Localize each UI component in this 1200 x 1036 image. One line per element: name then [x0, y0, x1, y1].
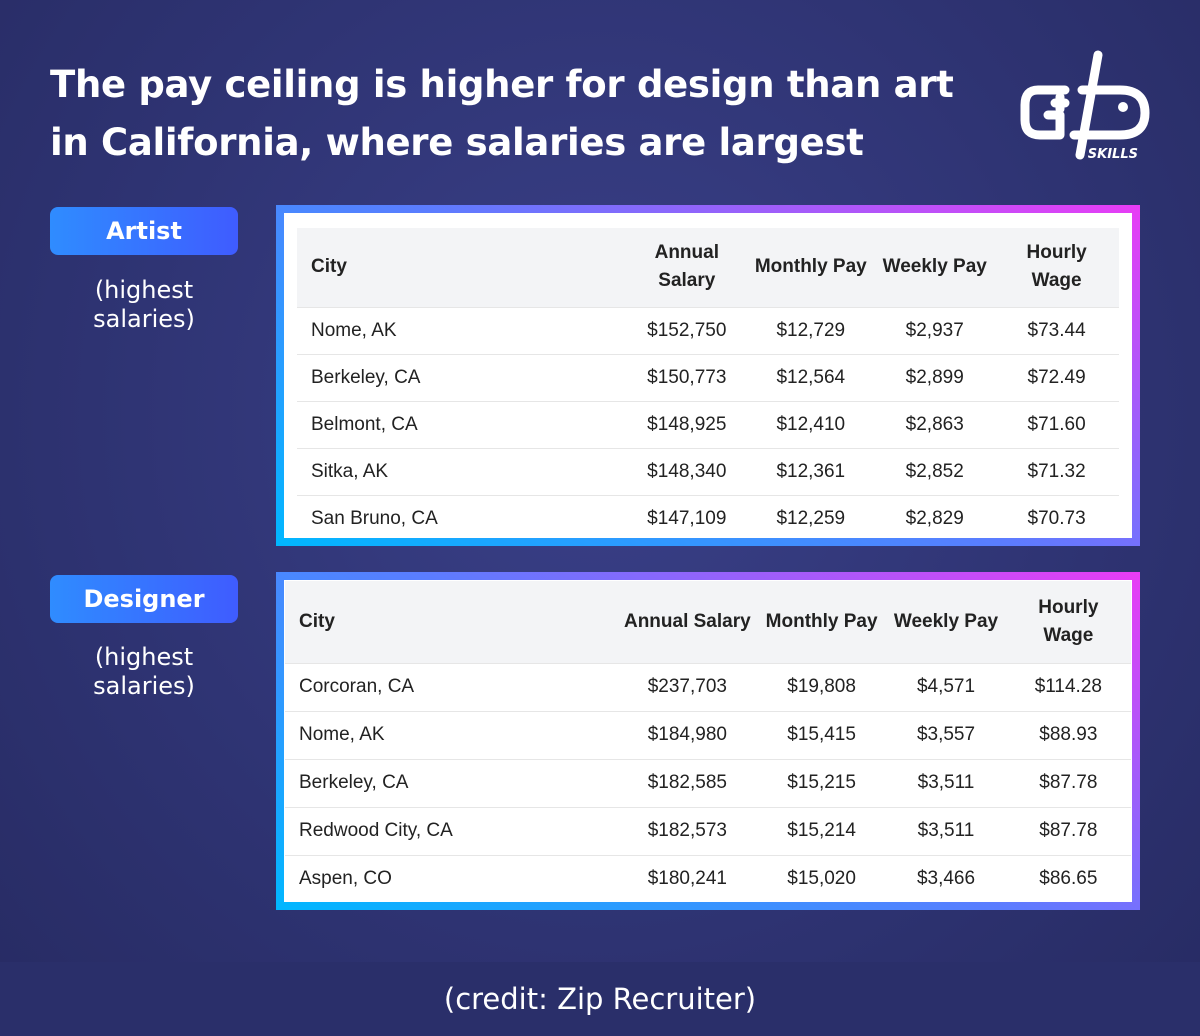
salary-cell: $114.28 — [1005, 662, 1131, 711]
salary-cell: $237,703 — [617, 662, 757, 711]
salary-table: City Annual Salary Monthly Pay Weekly Pay Ho… — [285, 581, 1131, 903]
table-panel: City Annual Salary Monthly Pay Weekly Pay Ho… — [284, 213, 1132, 542]
salary-cell: $15,020 — [756, 854, 887, 903]
salary-cell: $3,511 — [886, 758, 1006, 807]
salary-cell: $12,410 — [746, 400, 876, 448]
city-cell: Sitka, AK — [297, 447, 628, 495]
salary-cell: $12,729 — [746, 306, 876, 354]
header-row: City Annual Salary Monthly Pay Weekly Pay Ho… — [285, 581, 1131, 663]
salary-cell: $73.44 — [994, 306, 1119, 354]
city-cell: Belmont, CA — [297, 400, 628, 448]
salary-cell: $71.32 — [994, 447, 1119, 495]
table-row: Berkeley, CA $150,773 $12,564 $2,899 $72.49 — [297, 353, 1119, 401]
column-header: Hourly Wage — [1005, 581, 1131, 663]
salary-cell: $182,573 — [617, 806, 757, 855]
salary-cell: $15,214 — [756, 806, 887, 855]
salary-cell: $87.78 — [1005, 806, 1131, 855]
salary-cell: $182,585 — [617, 758, 757, 807]
column-header: Annual Salary — [627, 228, 747, 307]
salary-cell: $3,557 — [886, 710, 1006, 759]
column-header: City — [285, 581, 618, 663]
logo: SKILLS — [1020, 50, 1150, 162]
table-row: Sitka, AK $148,340 $12,361 $2,852 $71.32 — [297, 447, 1119, 495]
city-cell: Corcoran, CA — [285, 662, 618, 711]
salary-cell: $148,925 — [627, 400, 747, 448]
section-note: (highest salaries) — [93, 643, 195, 700]
footer-bar — [0, 962, 1200, 1036]
column-header: Weekly Pay — [886, 581, 1006, 663]
salary-cell: $148,340 — [627, 447, 747, 495]
salary-cell: $3,511 — [886, 806, 1006, 855]
salary-cell: $15,415 — [756, 710, 887, 759]
salary-cell: $2,937 — [875, 306, 995, 354]
salary-cell: $4,571 — [886, 662, 1006, 711]
salary-cell: $2,829 — [875, 494, 995, 542]
salary-cell: $12,564 — [746, 353, 876, 401]
salary-table: City Annual Salary Monthly Pay Weekly Pay Ho… — [297, 228, 1119, 542]
column-header: Monthly Pay — [746, 228, 876, 307]
salary-cell: $152,750 — [627, 306, 747, 354]
table-row: Nome, AK $152,750 $12,729 $2,937 $73.44 — [297, 306, 1119, 354]
section-note: (highest salaries) — [93, 276, 195, 333]
column-header: Monthly Pay — [756, 581, 887, 663]
salary-cell: $88.93 — [1005, 710, 1131, 759]
city-cell: Aspen, CO — [285, 854, 618, 903]
salary-cell: $12,259 — [746, 494, 876, 542]
column-header: Hourly Wage — [994, 228, 1119, 307]
column-header: City — [297, 228, 628, 307]
header-row: City Annual Salary Monthly Pay Weekly Pay Ho… — [297, 228, 1119, 307]
salary-cell: $2,863 — [875, 400, 995, 448]
salary-cell: $15,215 — [756, 758, 887, 807]
salary-cell: $150,773 — [627, 353, 747, 401]
table-row: Aspen, CO $180,241 $15,020 $3,466 $86.65 — [285, 854, 1131, 903]
city-cell: Berkeley, CA — [285, 758, 618, 807]
section-label: Artist — [50, 207, 238, 255]
salary-cell: $2,899 — [875, 353, 995, 401]
city-cell: Nome, AK — [285, 710, 618, 759]
logo-text: SKILLS — [1088, 147, 1138, 162]
table-row: Redwood City, CA $182,573 $15,214 $3,511 $87… — [285, 806, 1131, 855]
city-cell: Nome, AK — [297, 306, 628, 354]
table-panel: City Annual Salary Monthly Pay Weekly Pay Ho… — [284, 580, 1132, 903]
city-cell: Redwood City, CA — [285, 806, 618, 855]
title: The pay ceiling is higher for design tha… — [50, 63, 954, 164]
table-row: Nome, AK $184,980 $15,415 $3,557 $88.93 — [285, 710, 1131, 759]
column-header: Annual Salary — [617, 581, 757, 663]
salary-cell: $147,109 — [627, 494, 747, 542]
city-cell: Berkeley, CA — [297, 353, 628, 401]
table-frame: City Annual Salary Monthly Pay Weekly Pay Ho… — [276, 572, 1140, 910]
table-row: San Bruno, CA $147,109 $12,259 $2,829 $70.73 — [297, 494, 1119, 542]
column-header: Weekly Pay — [875, 228, 995, 307]
salary-cell: $180,241 — [617, 854, 757, 903]
salary-cell: $71.60 — [994, 400, 1119, 448]
salary-cell: $70.73 — [994, 494, 1119, 542]
salary-cell: $86.65 — [1005, 854, 1131, 903]
salary-cell: $12,361 — [746, 447, 876, 495]
salary-cell: $72.49 — [994, 353, 1119, 401]
salary-cell: $3,466 — [886, 854, 1006, 903]
table-row: Belmont, CA $148,925 $12,410 $2,863 $71.60 — [297, 400, 1119, 448]
salary-cell: $2,852 — [875, 447, 995, 495]
salary-cell: $19,808 — [756, 662, 887, 711]
table-frame: City Annual Salary Monthly Pay Weekly Pay Ho… — [276, 205, 1140, 546]
salary-cell: $184,980 — [617, 710, 757, 759]
table-row: Berkeley, CA $182,585 $15,215 $3,511 $87.78 — [285, 758, 1131, 807]
city-cell: San Bruno, CA — [297, 494, 628, 542]
table-row: Corcoran, CA $237,703 $19,808 $4,571 $114.28 — [285, 662, 1131, 711]
credit: (credit: Zip Recruiter) — [443, 982, 757, 1016]
section-label: Designer — [50, 575, 238, 623]
salary-cell: $87.78 — [1005, 758, 1131, 807]
